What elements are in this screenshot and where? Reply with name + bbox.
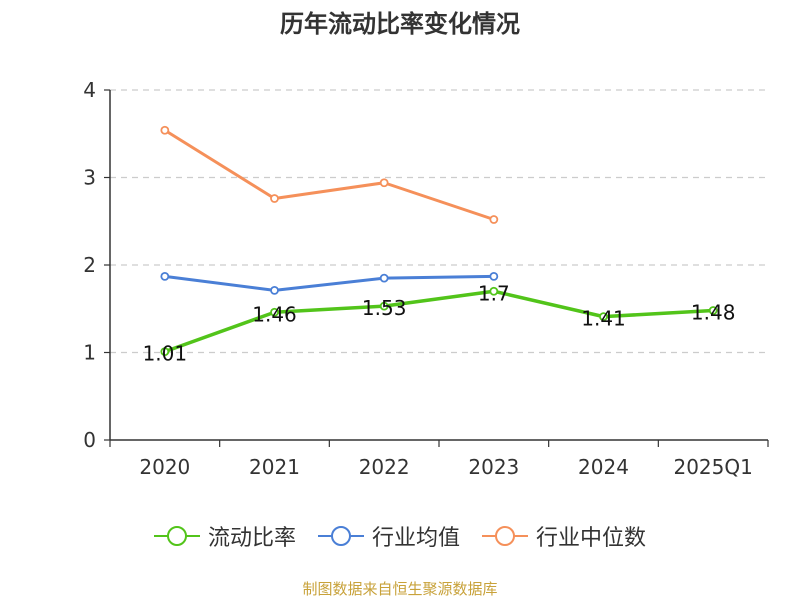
data-label: 1.01 xyxy=(143,342,188,366)
x-tick-label: 2021 xyxy=(249,455,300,479)
series-line xyxy=(164,128,495,221)
y-tick-label: 2 xyxy=(83,253,96,277)
x-tick-label: 2022 xyxy=(359,455,410,479)
data-point xyxy=(270,285,279,295)
series-line xyxy=(164,289,714,354)
chart-title: 历年流动比率变化情况 xyxy=(280,10,520,38)
legend-label: 行业均值 xyxy=(371,526,460,551)
legend-circle xyxy=(330,526,351,546)
data-point xyxy=(160,125,170,135)
legend-item-industry-median[interactable]: 行业中位数 xyxy=(482,520,646,552)
data-point xyxy=(489,271,499,281)
legend-label: 行业中位数 xyxy=(536,526,647,551)
source-note: 制图数据来自恒生聚源数据库 xyxy=(302,580,498,598)
y-tick-label: 0 xyxy=(83,428,96,452)
axis-layer: 0 1 2 3 4 2020 2021 2022 2023 2024 2025Q1 xyxy=(83,78,769,479)
data-point xyxy=(270,194,279,203)
legend-circle xyxy=(495,526,515,546)
legend-marker-icon xyxy=(317,526,364,546)
legend-marker-icon xyxy=(153,526,200,546)
series-line xyxy=(164,274,494,292)
legend-label: 流动比率 xyxy=(207,526,296,551)
data-point xyxy=(270,307,279,317)
data-point xyxy=(379,301,389,311)
data-point xyxy=(160,271,170,281)
data-point xyxy=(489,286,499,296)
x-tick-label: 2024 xyxy=(578,455,629,479)
legend-circle xyxy=(166,526,187,546)
y-tick-label: 4 xyxy=(83,78,96,102)
data-point xyxy=(599,312,608,322)
y-tick-label: 3 xyxy=(83,166,96,190)
data-point xyxy=(489,215,499,224)
legend-item-industry-mean[interactable]: 行业均值 xyxy=(317,520,460,552)
data-point xyxy=(379,273,389,283)
data-label: 1.7 xyxy=(478,281,510,305)
data-point xyxy=(160,347,170,357)
data-label: 1.53 xyxy=(362,296,407,320)
data-label: 1.48 xyxy=(691,301,736,325)
data-label: 1.46 xyxy=(252,302,297,326)
x-tick-label: 2023 xyxy=(468,455,519,479)
data-point xyxy=(708,306,718,315)
series-layer xyxy=(160,125,718,357)
x-tick-label: 2020 xyxy=(139,455,190,479)
data-label-layer: 1.01 1.46 1.53 1.7 1.41 1.48 xyxy=(143,281,736,365)
data-label: 1.41 xyxy=(581,307,626,331)
data-point xyxy=(379,178,389,188)
legend: 流动比率 行业均值 行业中位数 xyxy=(0,520,800,552)
legend-marker-icon xyxy=(482,526,528,546)
y-tick-label: 1 xyxy=(83,341,96,365)
x-tick-label: 2025Q1 xyxy=(673,455,752,479)
legend-item-current-ratio[interactable]: 流动比率 xyxy=(153,520,296,552)
